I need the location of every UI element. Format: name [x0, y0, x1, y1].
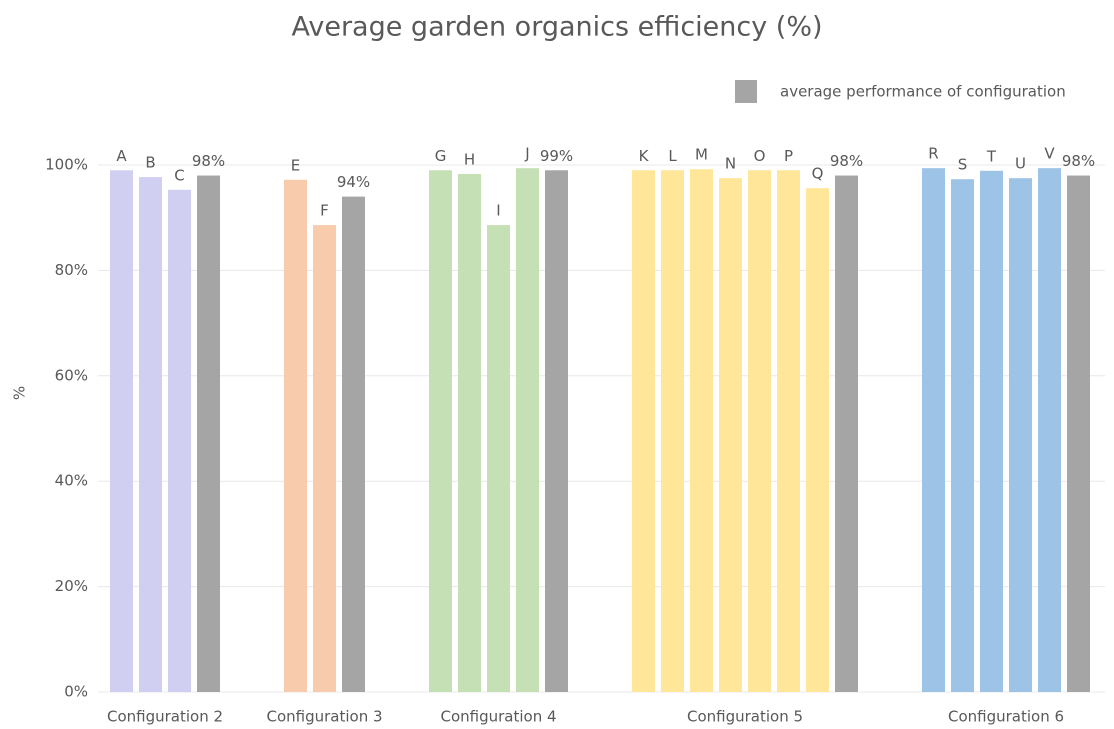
bar-label: I	[496, 202, 500, 220]
x-tick-label: Configuration 6	[948, 708, 1064, 726]
y-tick-label: 60%	[55, 366, 88, 384]
bar	[922, 168, 945, 693]
bar-label: G	[435, 147, 447, 165]
bar-label: P	[784, 147, 793, 165]
bar	[661, 170, 684, 692]
bar-label: Q	[812, 165, 824, 183]
bar	[719, 178, 742, 693]
bar	[110, 170, 133, 692]
bar-label: H	[464, 150, 475, 168]
y-tick-label: 80%	[55, 261, 88, 279]
bar-label: O	[754, 147, 766, 165]
y-tick-label: 20%	[55, 577, 88, 595]
bar	[168, 189, 191, 693]
bar-label: 99%	[540, 147, 573, 165]
bar-label: 98%	[192, 152, 225, 170]
bar-label: L	[668, 147, 677, 165]
bar-label: J	[524, 145, 529, 163]
bar-label: K	[639, 147, 650, 165]
bar	[690, 169, 713, 692]
bar-label: C	[174, 166, 184, 184]
bar	[980, 170, 1003, 692]
bar-label: R	[928, 145, 938, 163]
bar	[835, 175, 858, 693]
bar	[487, 225, 510, 692]
bar-label: 94%	[337, 173, 370, 191]
x-tick-label: Configuration 4	[440, 708, 556, 726]
legend-swatch	[735, 80, 757, 103]
bar-label: B	[145, 154, 155, 172]
bar	[284, 179, 307, 693]
y-tick-label: 40%	[55, 472, 88, 490]
y-axis-label: %	[11, 386, 29, 400]
bar	[951, 179, 974, 692]
bar	[777, 170, 800, 692]
bar-label: T	[986, 147, 997, 165]
bar-label: U	[1015, 155, 1026, 173]
bar-label: S	[958, 156, 968, 174]
bar	[139, 177, 162, 693]
bar	[545, 170, 568, 692]
bar	[1009, 178, 1032, 693]
y-tick-label: 100%	[45, 156, 88, 174]
bar	[342, 196, 365, 692]
bar	[197, 175, 220, 693]
bar	[516, 168, 539, 693]
bar-label: F	[320, 202, 329, 220]
x-tick-label: Configuration 5	[687, 708, 803, 726]
legend-label: average performance of configuration	[780, 83, 1066, 101]
bar-label: E	[291, 156, 300, 174]
bar-label: 98%	[1062, 152, 1095, 170]
bar	[458, 173, 481, 693]
bar-label: 98%	[830, 152, 863, 170]
chart-title: Average garden organics efficiency (%)	[291, 12, 822, 43]
bar	[1067, 175, 1090, 693]
x-tick-label: Configuration 2	[107, 708, 223, 726]
bar-label: N	[725, 155, 736, 173]
bar	[748, 170, 771, 692]
bar	[313, 225, 336, 692]
bar-label: V	[1044, 145, 1055, 163]
bar	[806, 188, 829, 693]
x-tick-label: Configuration 3	[266, 708, 382, 726]
y-tick-label: 0%	[64, 683, 88, 701]
bar-label: M	[695, 146, 708, 164]
bar	[429, 170, 452, 692]
bar	[1038, 168, 1061, 693]
bar-label: A	[116, 147, 127, 165]
bar	[632, 170, 655, 692]
